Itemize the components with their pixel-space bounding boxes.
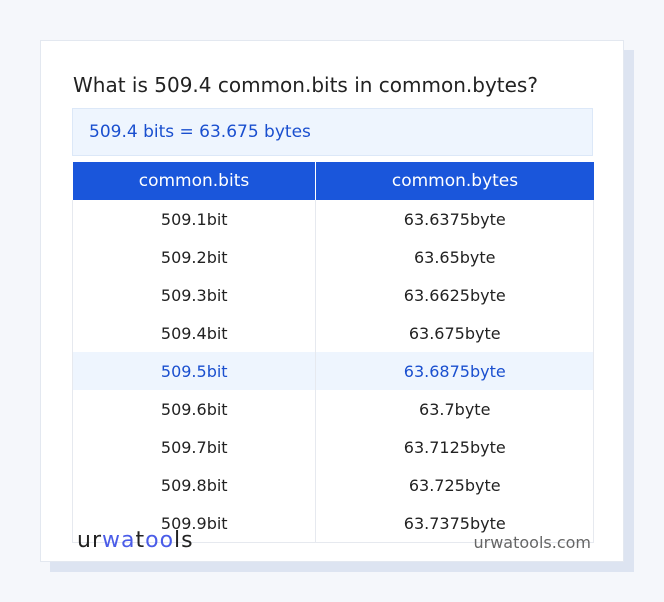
bytes-cell: 63.6375byte [315, 200, 594, 238]
bytes-cell: 63.6875byte [315, 352, 594, 390]
bits-cell: 509.4bit [71, 314, 317, 352]
result-box: 509.4 bits = 63.675 bytes [72, 108, 593, 156]
bytes-cell: 63.7375byte [315, 504, 594, 543]
converter-card: What is 509.4 common.bits in common.byte… [40, 40, 624, 562]
table-row: 509.6bit 63.7byte [71, 390, 594, 428]
bits-cell: 509.6bit [71, 390, 317, 428]
table-row: 509.3bit 63.6625byte [71, 276, 594, 314]
bytes-cell: 63.675byte [315, 314, 594, 352]
table-row: 509.9bit 63.7375byte [71, 504, 594, 543]
bytes-cell: 63.65byte [315, 238, 594, 276]
bytes-cell: 63.6625byte [315, 276, 594, 314]
table-row: 509.1bit 63.6375byte [71, 200, 594, 238]
table-row: 509.5bit 63.6875byte [71, 352, 594, 390]
site-link[interactable]: urwatools.com [473, 533, 592, 552]
header-bits: common.bits [72, 162, 316, 200]
bits-cell: 509.7bit [71, 428, 317, 466]
bits-cell: 509.1bit [71, 200, 317, 238]
page-title: What is 509.4 common.bits in common.byte… [73, 73, 538, 97]
table-row: 509.8bit 63.725byte [71, 466, 594, 504]
table-row: 509.4bit 63.675byte [71, 314, 594, 352]
table-row: 509.7bit 63.7125byte [71, 428, 594, 466]
table-row: 509.2bit 63.65byte [71, 238, 594, 276]
bits-cell: 509.3bit [71, 276, 317, 314]
bytes-cell: 63.7125byte [315, 428, 594, 466]
header-bytes: common.bytes [315, 162, 594, 200]
conversion-table: common.bits common.bytes 509.1bit 63.6375… [71, 162, 594, 543]
bits-cell: 509.8bit [71, 466, 317, 504]
bytes-cell: 63.7byte [315, 390, 594, 428]
bytes-cell: 63.725byte [315, 466, 594, 504]
bits-cell: 509.9bit [71, 504, 317, 543]
bits-cell: 509.5bit [71, 352, 317, 390]
bits-cell: 509.2bit [71, 238, 317, 276]
urwatools-logo[interactable]: urwatools [77, 528, 194, 553]
